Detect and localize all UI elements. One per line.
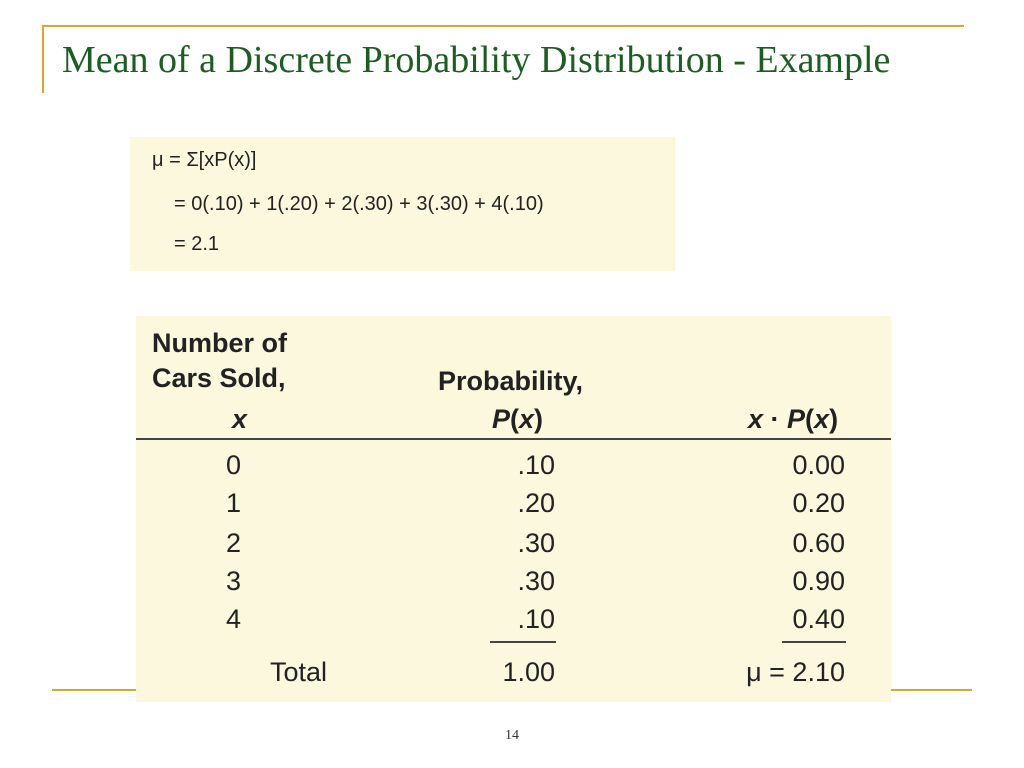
header-x: x [232,404,248,434]
formula-line-1: μ = Σ[xP(x)] [152,149,257,171]
slide-title: Mean of a Discrete Probability Distribut… [62,39,891,81]
cell-x: 2 [226,528,242,558]
top-accent-rule [42,25,964,27]
cell-xp: 0.40 [792,604,845,634]
header-divider [136,438,891,440]
header-p-arg: x [519,404,535,434]
left-accent-rule [42,25,44,93]
cell-x: 1 [226,488,242,518]
cell-p: .30 [517,528,555,558]
header-p-of-x: P(x) [492,404,544,434]
header-cars-line-2: Cars Sold, [152,363,286,393]
header-p-symbol: P [492,404,511,434]
header-x-symbol: x [748,404,764,434]
total-label: Total [270,657,328,687]
cell-xp: 0.60 [792,528,845,558]
header-cars-line-1: Number of [152,328,287,358]
mean-result: μ = 2.10 [746,657,845,687]
sum-rule-probability [490,641,556,643]
cell-xp: 0.20 [792,488,845,518]
cell-p: .30 [517,566,555,596]
cell-p: .10 [517,450,555,480]
cell-p: .10 [517,604,555,634]
header-cars-sold: Number of Cars Sold, [152,326,287,396]
header-p-symbol-2: P [787,404,806,434]
cell-xp: 0.00 [792,450,845,480]
header-x-times-p: x · P(x) [748,404,839,434]
formula-line-3: = 2.1 [174,233,220,255]
cell-x: 4 [226,604,242,634]
sum-rule-product [782,641,846,643]
formula-line-2: = 0(.10) + 1(.20) + 2(.30) + 3(.30) + 4(… [174,193,544,215]
page-number: 14 [505,728,519,743]
total-probability: 1.00 [502,657,555,687]
distribution-table: Number of Cars Sold, x Probability, P(x)… [136,316,891,702]
header-p-arg-2: x [814,404,830,434]
cell-p: .20 [517,488,555,518]
formula-panel: μ = Σ[xP(x)] = 0(.10) + 1(.20) + 2(.30) … [130,137,675,271]
cell-x: 0 [226,450,242,480]
cell-x: 3 [226,566,242,596]
cell-xp: 0.90 [792,566,845,596]
header-probability: Probability, [438,366,584,396]
